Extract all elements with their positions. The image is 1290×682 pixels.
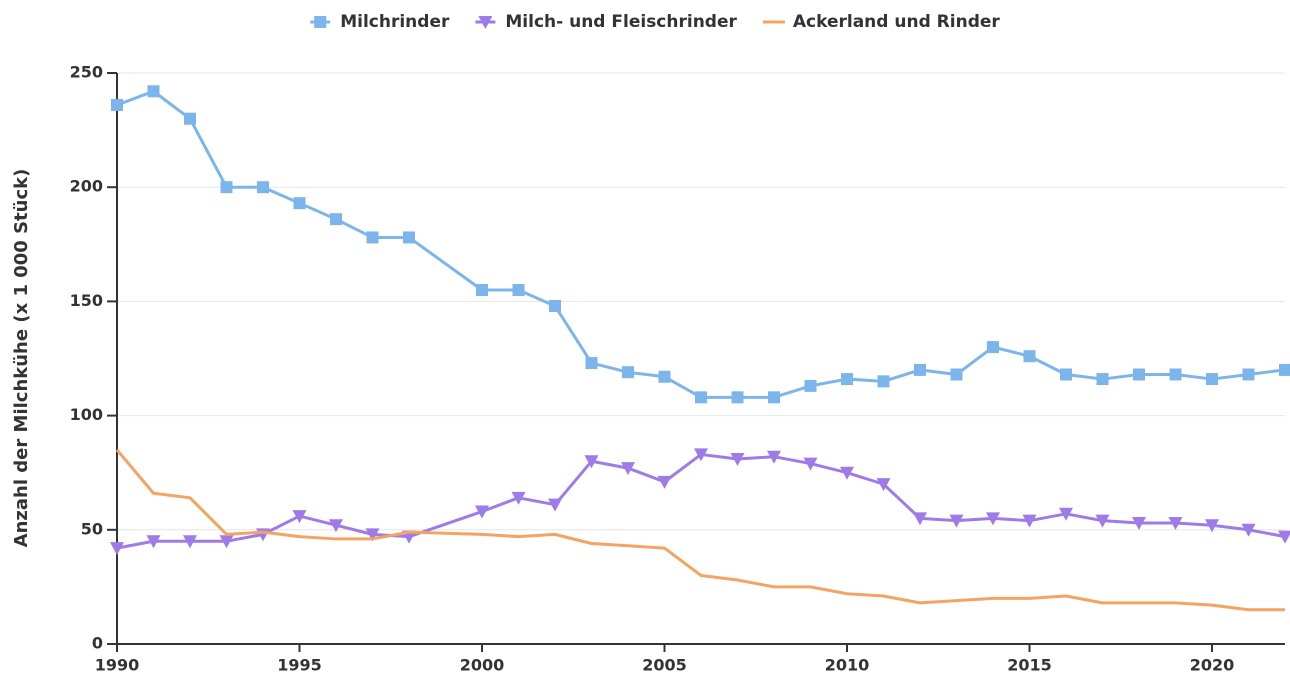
data-point — [220, 181, 233, 194]
y-axis-label: Anzahl der Milchkühe (x 1 000 Stück) — [11, 169, 32, 548]
data-point — [475, 505, 489, 519]
data-point — [403, 231, 415, 244]
data-point — [658, 370, 671, 383]
data-point — [1096, 373, 1109, 386]
data-point — [730, 452, 745, 466]
x-tick-label: 2010 — [825, 656, 870, 675]
data-point — [1242, 368, 1255, 381]
data-point — [694, 448, 708, 462]
x-tick-label: 2005 — [642, 656, 687, 675]
data-point — [366, 231, 379, 244]
data-point — [512, 283, 525, 296]
data-point — [1022, 514, 1037, 528]
data-point — [876, 478, 891, 492]
data-point — [329, 519, 343, 533]
data-point — [257, 181, 269, 194]
data-point — [841, 373, 853, 386]
data-point — [914, 363, 926, 376]
data-point — [292, 510, 307, 524]
series-line — [116, 89, 1286, 399]
legend-label: Ackerland und Rinder — [793, 12, 1000, 32]
x-tick-label: 1995 — [277, 656, 322, 675]
x-tick-label: 2000 — [460, 656, 505, 675]
data-point — [110, 542, 124, 556]
data-point — [695, 391, 707, 404]
data-point — [147, 85, 160, 98]
data-point — [1206, 373, 1218, 386]
y-tick-label: 0 — [92, 634, 103, 653]
data-point — [804, 379, 817, 392]
data-point — [1278, 530, 1290, 544]
data-point — [1059, 507, 1073, 521]
data-point — [1205, 519, 1219, 533]
data-point — [584, 455, 599, 469]
data-point — [330, 213, 342, 226]
data-point — [1169, 368, 1182, 381]
data-point — [1132, 516, 1146, 530]
data-point — [768, 391, 780, 404]
data-point — [731, 391, 744, 404]
data-point — [986, 512, 1000, 526]
data-point — [1241, 523, 1256, 537]
data-point — [548, 498, 562, 512]
data-point — [293, 197, 306, 210]
data-point — [877, 375, 890, 388]
series-line — [115, 448, 1285, 612]
data-point — [622, 366, 634, 379]
data-point — [803, 457, 818, 471]
series-line — [116, 452, 1286, 550]
data-point — [767, 450, 781, 464]
data-point — [1279, 363, 1290, 376]
legend-label: Milch- und Fleischrinder — [505, 12, 737, 32]
data-point — [183, 535, 197, 549]
data-point — [621, 462, 635, 476]
data-point — [949, 514, 964, 528]
data-point — [476, 283, 488, 296]
data-point — [1168, 516, 1183, 530]
data-point — [950, 368, 963, 381]
data-point — [111, 98, 123, 111]
data-point — [987, 341, 999, 354]
data-point — [913, 512, 927, 526]
legend-label: Milchrinder — [340, 12, 450, 32]
x-tick-label: 1990 — [95, 656, 140, 675]
y-tick-label: 200 — [70, 177, 103, 196]
y-tick-label: 150 — [70, 291, 103, 310]
data-point — [585, 357, 598, 370]
x-tick-label: 2020 — [1190, 656, 1235, 675]
data-point — [1023, 350, 1036, 363]
x-tick-label: 2015 — [1007, 656, 1052, 675]
data-point — [1095, 514, 1110, 528]
data-point — [549, 299, 561, 312]
data-point — [657, 475, 672, 489]
y-tick-label: 250 — [70, 63, 103, 82]
y-tick-label: 50 — [81, 519, 103, 538]
data-point — [146, 535, 161, 549]
data-point — [365, 528, 380, 542]
data-point — [1060, 368, 1072, 381]
y-tick-label: 100 — [70, 405, 103, 424]
data-point — [1133, 368, 1145, 381]
data-point — [511, 491, 526, 505]
data-point — [219, 535, 234, 549]
data-point — [840, 466, 854, 480]
data-point — [184, 112, 196, 125]
